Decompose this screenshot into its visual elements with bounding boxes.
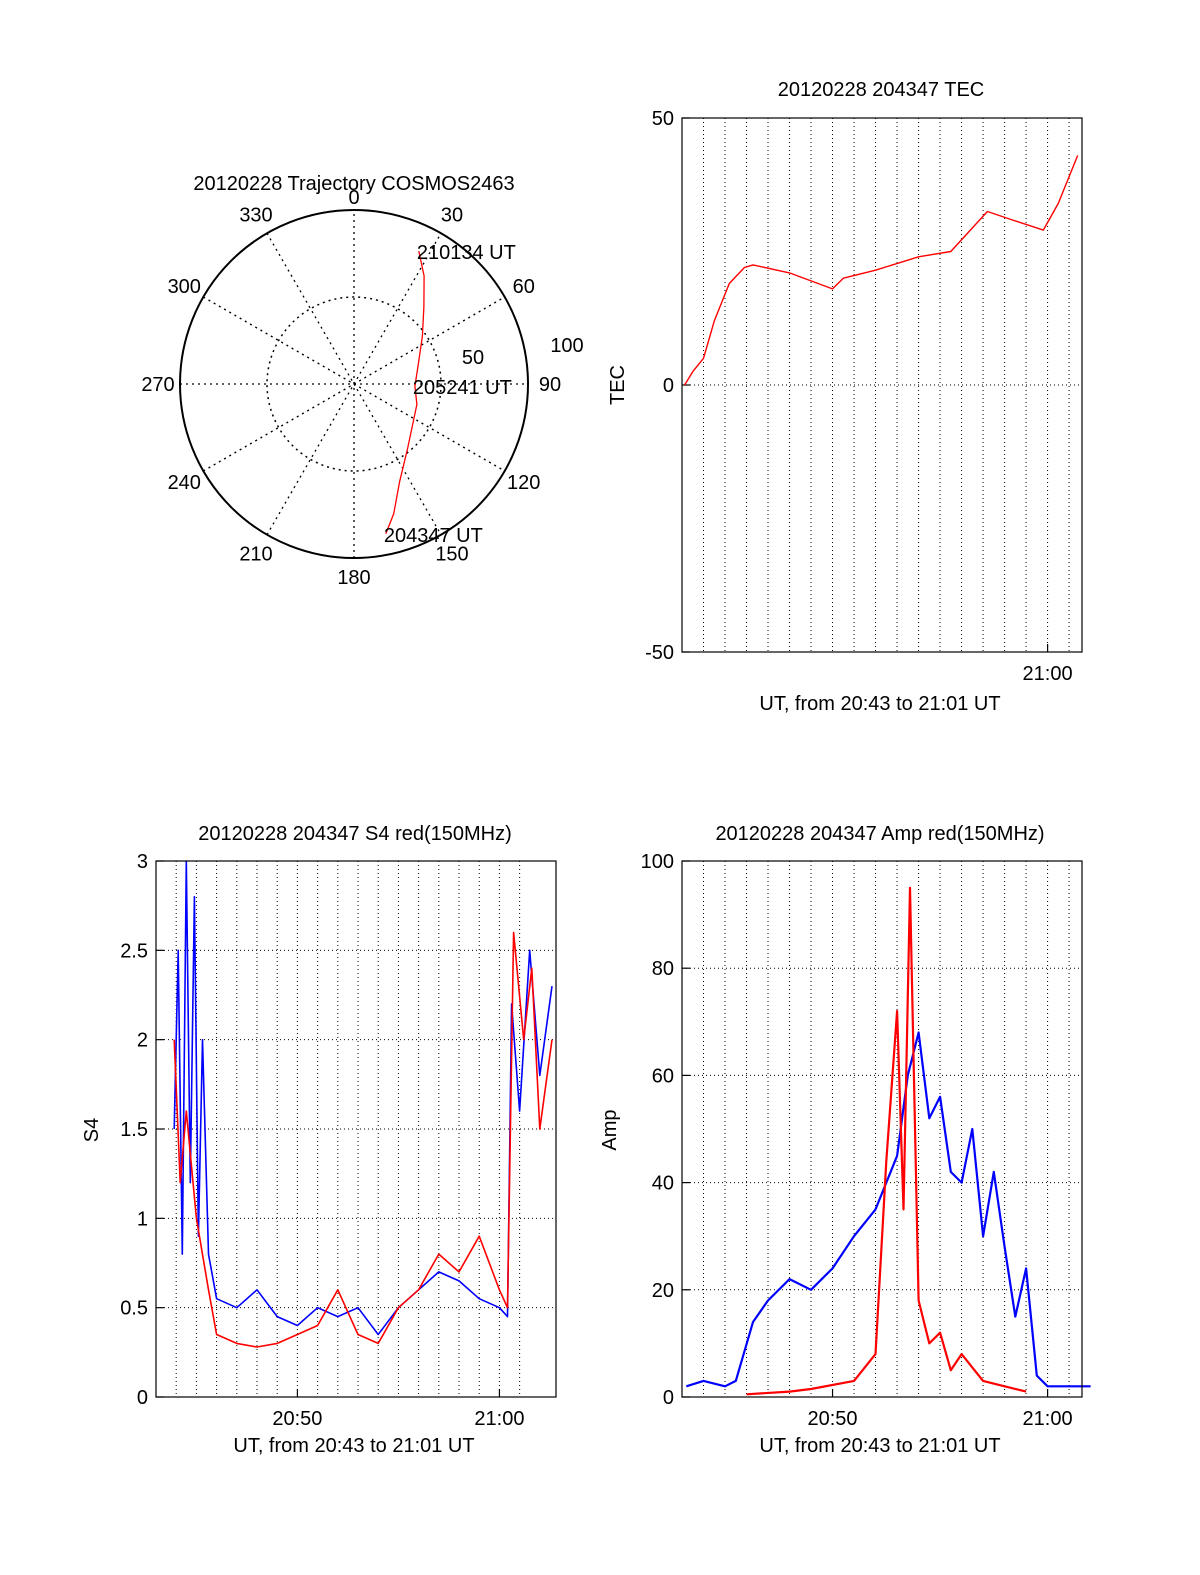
s4-series-line-0 bbox=[173, 860, 553, 1336]
tec-xtick-label: 21:00 bbox=[1023, 663, 1073, 685]
amp-series-line-0 bbox=[685, 1031, 1091, 1388]
polar-angle-label: 30 bbox=[441, 204, 463, 226]
polar-angle-label: 0 bbox=[348, 187, 359, 209]
amp-xtick-label: 20:50 bbox=[808, 1408, 858, 1430]
tec-series-line-0 bbox=[684, 155, 1079, 386]
tec-ytick-label: -50 bbox=[645, 642, 674, 664]
tec-panel: 20120228 204347 TEC -50 0 50 21:00 TEC UT,… bbox=[607, 79, 1083, 715]
s4-xtick-label: 21:00 bbox=[474, 1408, 524, 1430]
amp-ytick-label: 40 bbox=[652, 1173, 674, 1195]
s4-xtick-label: 20:50 bbox=[272, 1408, 322, 1430]
tec-ylabel: TEC bbox=[607, 365, 629, 405]
polar-angle-label: 300 bbox=[168, 276, 201, 298]
amp-ytick-label: 0 bbox=[663, 1387, 674, 1409]
amp-ytick-label: 80 bbox=[652, 958, 674, 980]
amp-title: 20120228 204347 Amp red(150MHz) bbox=[715, 823, 1044, 845]
polar-annotation: 210134 UT bbox=[417, 242, 516, 264]
tec-title: 20120228 204347 TEC bbox=[778, 79, 984, 101]
amp-xtick-label: 21:00 bbox=[1023, 1408, 1073, 1430]
polar-angle-label: 210 bbox=[239, 544, 272, 566]
polar-radius-label-100: 100 bbox=[550, 335, 583, 357]
s4-ylabel: S4 bbox=[81, 1118, 103, 1142]
polar-angle-label: 270 bbox=[141, 374, 174, 396]
s4-ytick-label: 1.5 bbox=[120, 1119, 148, 1141]
amp-ylabel: Amp bbox=[599, 1109, 621, 1150]
amp-panel: 20120228 204347 Amp red(150MHz) 0 20 40 60 8… bbox=[599, 823, 1091, 1457]
polar-angle-label: 150 bbox=[435, 544, 468, 566]
s4-ytick-label: 0 bbox=[137, 1387, 148, 1409]
s4-title: 20120228 204347 S4 red(150MHz) bbox=[198, 823, 512, 845]
polar-grid bbox=[179, 209, 529, 559]
polar-title: 20120228 Trajectory COSMOS2463 bbox=[193, 173, 514, 195]
polar-annotation: 204347 UT bbox=[384, 525, 483, 547]
tec-ytick-label: 0 bbox=[663, 375, 674, 397]
polar-angle-label: 240 bbox=[168, 472, 201, 494]
polar-angle-label: 330 bbox=[239, 204, 272, 226]
polar-trajectory-line bbox=[385, 250, 425, 535]
amp-ytick-label: 100 bbox=[641, 851, 674, 873]
polar-angle-label: 180 bbox=[337, 567, 370, 589]
s4-ytick-label: 2.5 bbox=[120, 940, 148, 962]
amp-series-line-1 bbox=[746, 886, 1027, 1396]
polar-panel: 20120228 Trajectory COSMOS2463 0 30 60 90 12… bbox=[141, 173, 583, 589]
s4-ytick-label: 3 bbox=[137, 851, 148, 873]
polar-spoke bbox=[266, 232, 442, 536]
polar-angle-label: 120 bbox=[507, 472, 540, 494]
amp-plot-frame bbox=[681, 860, 1083, 1398]
s4-panel: 20120228 204347 S4 red(150MHz) 0 0.5 1 1.5 2… bbox=[81, 823, 557, 1457]
s4-ytick-label: 2 bbox=[137, 1030, 148, 1052]
s4-ytick-label: 1 bbox=[137, 1208, 148, 1230]
polar-annotation: 205241 UT bbox=[413, 377, 512, 399]
polar-angle-label: 60 bbox=[513, 276, 535, 298]
s4-xlabel: UT, from 20:43 to 21:01 UT bbox=[233, 1435, 474, 1457]
amp-ytick-label: 60 bbox=[652, 1065, 674, 1087]
s4-series-line-1 bbox=[173, 931, 553, 1348]
s4-ytick-label: 0.5 bbox=[120, 1298, 148, 1320]
amp-ytick-label: 20 bbox=[652, 1280, 674, 1302]
polar-angle-label: 90 bbox=[539, 374, 561, 396]
polar-radius-label-50: 50 bbox=[462, 347, 484, 369]
tec-ytick-label: 50 bbox=[652, 108, 674, 130]
polar-inner-ring bbox=[266, 296, 442, 472]
tec-xlabel: UT, from 20:43 to 21:01 UT bbox=[759, 693, 1000, 715]
amp-xlabel: UT, from 20:43 to 21:01 UT bbox=[759, 1435, 1000, 1457]
